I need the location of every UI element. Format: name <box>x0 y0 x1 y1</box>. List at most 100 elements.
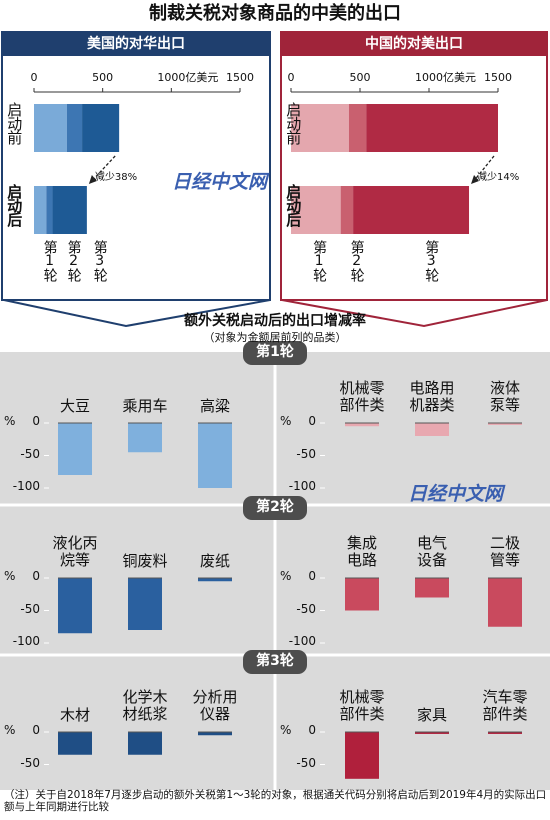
arrow-head <box>88 175 97 184</box>
category-label: 机械零 部件类 <box>339 379 385 415</box>
x-tick-label: 500 <box>92 71 114 84</box>
y-tick-label: -100 <box>12 479 40 493</box>
y-tick-label: -50 <box>296 601 316 616</box>
x-unit: 亿美元 <box>185 71 219 84</box>
bar-segment <box>34 104 67 152</box>
bar <box>415 732 449 734</box>
category-label: 液体 泵等 <box>489 379 520 415</box>
bar-segment <box>82 104 120 152</box>
y-tick-label: 0 <box>32 723 40 737</box>
watermark: 日经中文网 <box>408 483 504 505</box>
watermark: 日经中文网 <box>172 171 268 193</box>
panel-title: 中国的对美出口 <box>365 36 463 52</box>
bar <box>415 423 449 436</box>
legend-label: 第2轮 <box>348 240 365 281</box>
round-label: 第3轮 <box>256 653 294 669</box>
annotation: 减少14% <box>477 172 520 183</box>
x-tick-label: 1000 <box>157 71 186 84</box>
category-label: 二极 管等 <box>489 534 520 570</box>
bar-segment <box>366 104 498 152</box>
y-tick-label: -100 <box>288 634 316 648</box>
y-unit: % <box>280 414 292 428</box>
y-tick-label: -50 <box>296 446 316 461</box>
row-label: 启动前 <box>284 102 303 144</box>
category-label: 集成 电路 <box>346 534 377 570</box>
title: 制裁关税对象商品的中美的出口 <box>149 3 401 24</box>
x-tick-label: 1500 <box>226 71 254 84</box>
bar <box>345 732 379 779</box>
bar <box>198 732 232 736</box>
bar <box>198 423 232 488</box>
bar <box>58 732 92 755</box>
legend-label: 第2轮 <box>65 240 82 281</box>
category-label: 分析用 仪器 <box>192 688 238 724</box>
y-tick-label: 0 <box>308 723 316 737</box>
bar <box>198 578 232 582</box>
legend-label: 第1轮 <box>41 240 58 281</box>
bar <box>345 578 379 611</box>
round-label: 第1轮 <box>256 344 294 360</box>
change-title: 额外关税启动后的出口增减率 <box>184 313 366 329</box>
category-label: 乘用车 <box>122 397 168 415</box>
y-unit: % <box>4 414 16 428</box>
y-unit: % <box>280 723 292 737</box>
y-tick-label: 0 <box>308 569 316 583</box>
bar-segment <box>34 186 47 234</box>
bar-segment <box>353 186 470 234</box>
round-badge <box>243 496 307 520</box>
arrow-head <box>471 175 480 184</box>
x-tick-label: 0 <box>30 71 38 84</box>
category-label: 大豆 <box>59 397 90 415</box>
row-label: 启动前 <box>5 102 24 144</box>
bar <box>488 578 522 627</box>
bar <box>415 578 449 598</box>
bar <box>58 423 92 475</box>
bar-segment <box>291 186 341 234</box>
y-unit: % <box>4 569 16 583</box>
legend-label: 第3轮 <box>423 240 440 281</box>
bar <box>128 732 162 755</box>
y-tick-label: -100 <box>12 634 40 648</box>
bar-segment <box>291 104 349 152</box>
category-label: 铜废料 <box>122 552 168 570</box>
legend-label: 第1轮 <box>311 240 328 281</box>
x-tick-label: 1500 <box>484 71 512 84</box>
y-tick-label: -50 <box>20 755 40 770</box>
bar <box>345 423 379 427</box>
y-unit: % <box>280 569 292 583</box>
change-arrow <box>472 155 495 183</box>
category-label: 汽车零 部件类 <box>482 688 528 724</box>
panel-header <box>2 32 270 56</box>
x-unit: 亿美元 <box>443 71 476 84</box>
bar-segment <box>52 186 87 234</box>
category-label: 木材 <box>59 706 90 724</box>
bar <box>488 732 522 734</box>
bar <box>128 423 162 453</box>
y-tick-label: -50 <box>296 755 316 770</box>
arrow <box>281 299 548 328</box>
x-tick-label: 1000 <box>415 71 443 84</box>
panel-header <box>281 32 547 56</box>
category-label: 电路用 机器类 <box>409 379 455 415</box>
bar <box>488 423 522 425</box>
legend-label: 第3轮 <box>91 240 108 281</box>
row-label: 启动后 <box>5 184 24 226</box>
panel-title: 美国的对华出口 <box>87 36 185 52</box>
arrow <box>3 299 271 328</box>
bar-segment <box>66 104 83 152</box>
y-tick-label: 0 <box>32 569 40 583</box>
x-tick-label: 0 <box>287 71 295 84</box>
change-arrow <box>90 155 116 183</box>
y-tick-label: -100 <box>288 479 316 493</box>
y-tick-label: -50 <box>20 601 40 616</box>
bar <box>128 578 162 630</box>
x-tick-label: 500 <box>349 71 371 84</box>
category-label: 机械零 部件类 <box>339 688 385 724</box>
annotation: 减少38% <box>94 172 138 183</box>
row-label: 启动后 <box>284 184 303 226</box>
bar-segment <box>340 186 354 234</box>
category-label: 电气 设备 <box>416 534 447 570</box>
y-tick-label: -50 <box>20 446 40 461</box>
